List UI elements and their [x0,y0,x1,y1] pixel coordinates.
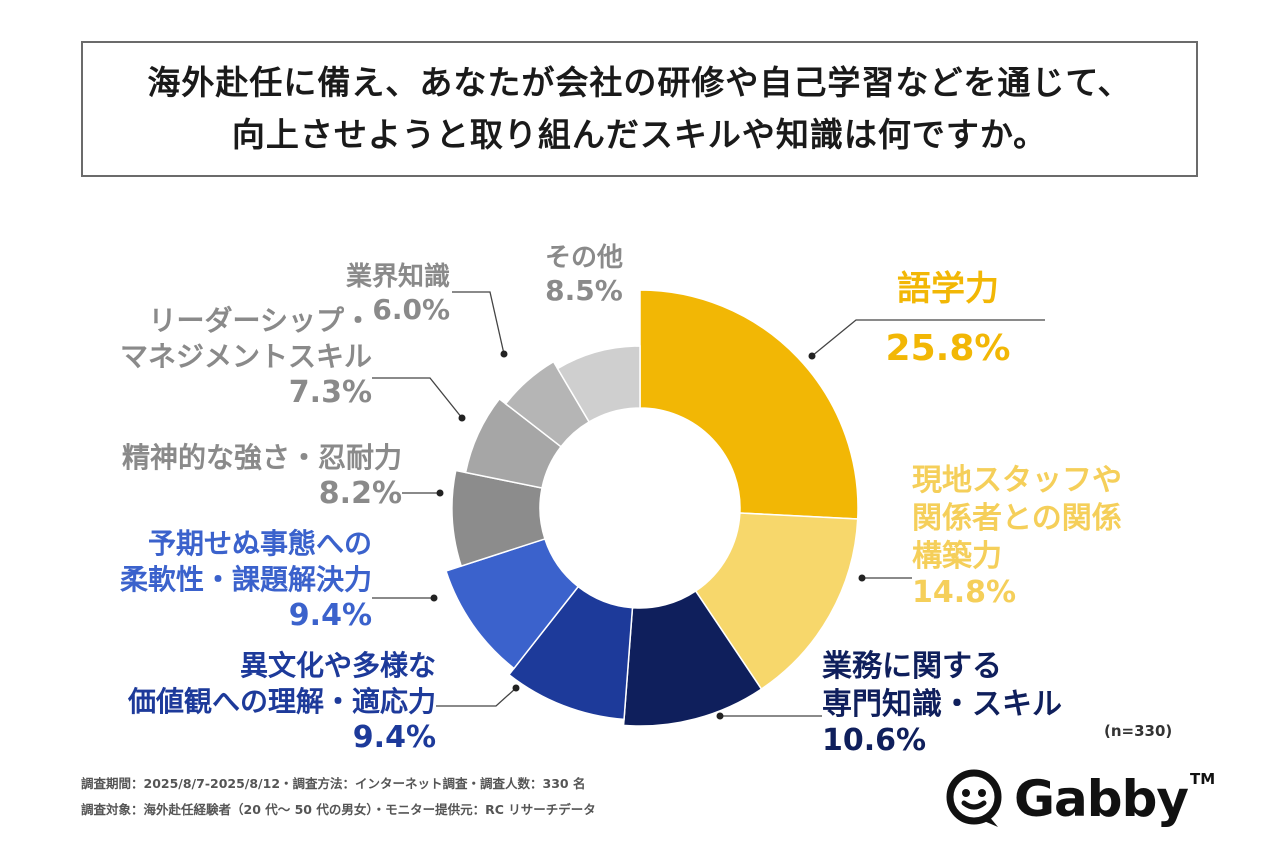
slice-7 [464,397,563,489]
slice-label-3-line-2: 専門知識・スキル [822,687,1062,722]
slice-label-6-line-1: 精神的な強さ・忍耐力 [122,441,402,474]
leader-dot-8 [500,350,508,358]
question-title-line-1: 海外赴任に備え、あなたが会社の研修や自己学習などを通じて、 [147,63,1132,102]
slice-label-5-line-1: 予期せぬ事態への [148,527,372,560]
slice-value-4: 9.4% [353,720,436,755]
slice-6 [451,469,546,568]
slice-4 [507,585,634,721]
slice-value-3: 10.6% [822,723,926,758]
leader-line-4 [436,687,517,707]
slice-9 [556,345,641,423]
slice-label-4-line-1: 異文化や多様な [240,649,436,682]
survey-note-line-1: 調査期間：2025/8/7-2025/8/12・調査方法：インターネット調査・調… [81,776,586,791]
slice-label-9-line-1: その他 [545,243,623,273]
slice-value-7: 7.3% [289,375,372,410]
leader-line-7 [372,377,463,419]
leader-line-8 [452,291,505,355]
survey-note-line-2: 調査対象：海外赴任経験者（20 代～ 50 代の男女）・モニター提供元：RC リ… [81,802,596,817]
slice-value-1: 25.8% [886,328,1011,369]
slice-label-4-line-2: 価値観への理解・適応力 [127,685,436,718]
slice-label-5-line-2: 柔軟性・課題解決力 [120,563,372,596]
slice-value-2: 14.8% [912,575,1016,610]
gabby-logo-text: Gabby [1014,770,1189,828]
slice-3 [622,590,763,727]
leader-dot-3 [716,712,724,720]
leader-dot-2 [858,574,866,582]
slice-label-2-line-3: 構築力 [912,539,1002,574]
gabby-logo-tm: TM [1189,770,1216,788]
sample-size-note: (n=330) [1104,722,1173,740]
gabby-logo-icon [946,769,1002,827]
leader-line-1 [811,319,1045,357]
slice-label-3-line-1: 業務に関する [822,649,1002,684]
slice-value-5: 9.4% [289,598,372,633]
slice-5 [445,537,580,670]
slice-2 [694,512,859,691]
slice-label-7-line-1: リーダーシップ・ [149,304,372,337]
slice-value-8: 6.0% [372,293,450,326]
leader-dot-1 [808,352,816,360]
gabby-logo: Gabby TM [944,764,1215,834]
slice-label-2-line-2: 関係者との関係 [912,501,1122,536]
slice-label-8-line-1: 業界知識 [346,262,450,292]
question-title-line-2: 向上させようと取り組んだスキルや知識は何ですか。 [231,115,1048,154]
leader-dot-4 [512,684,520,692]
leader-dot-5 [430,594,438,602]
slice-1 [639,289,859,520]
slice-label-2-line-1: 現地スタッフや [912,463,1122,498]
slice-value-9: 8.5% [545,274,623,307]
slice-value-6: 8.2% [319,476,402,511]
question-title-box: 海外赴任に備え、あなたが会社の研修や自己学習などを通じて、 向上させようと取り組… [81,41,1198,177]
slice-label-1-line-1: 語学力 [897,269,999,309]
leader-dot-6 [436,489,444,497]
leader-dot-7 [458,414,466,422]
slice-label-7-line-2: マネジメントスキル [120,340,372,373]
